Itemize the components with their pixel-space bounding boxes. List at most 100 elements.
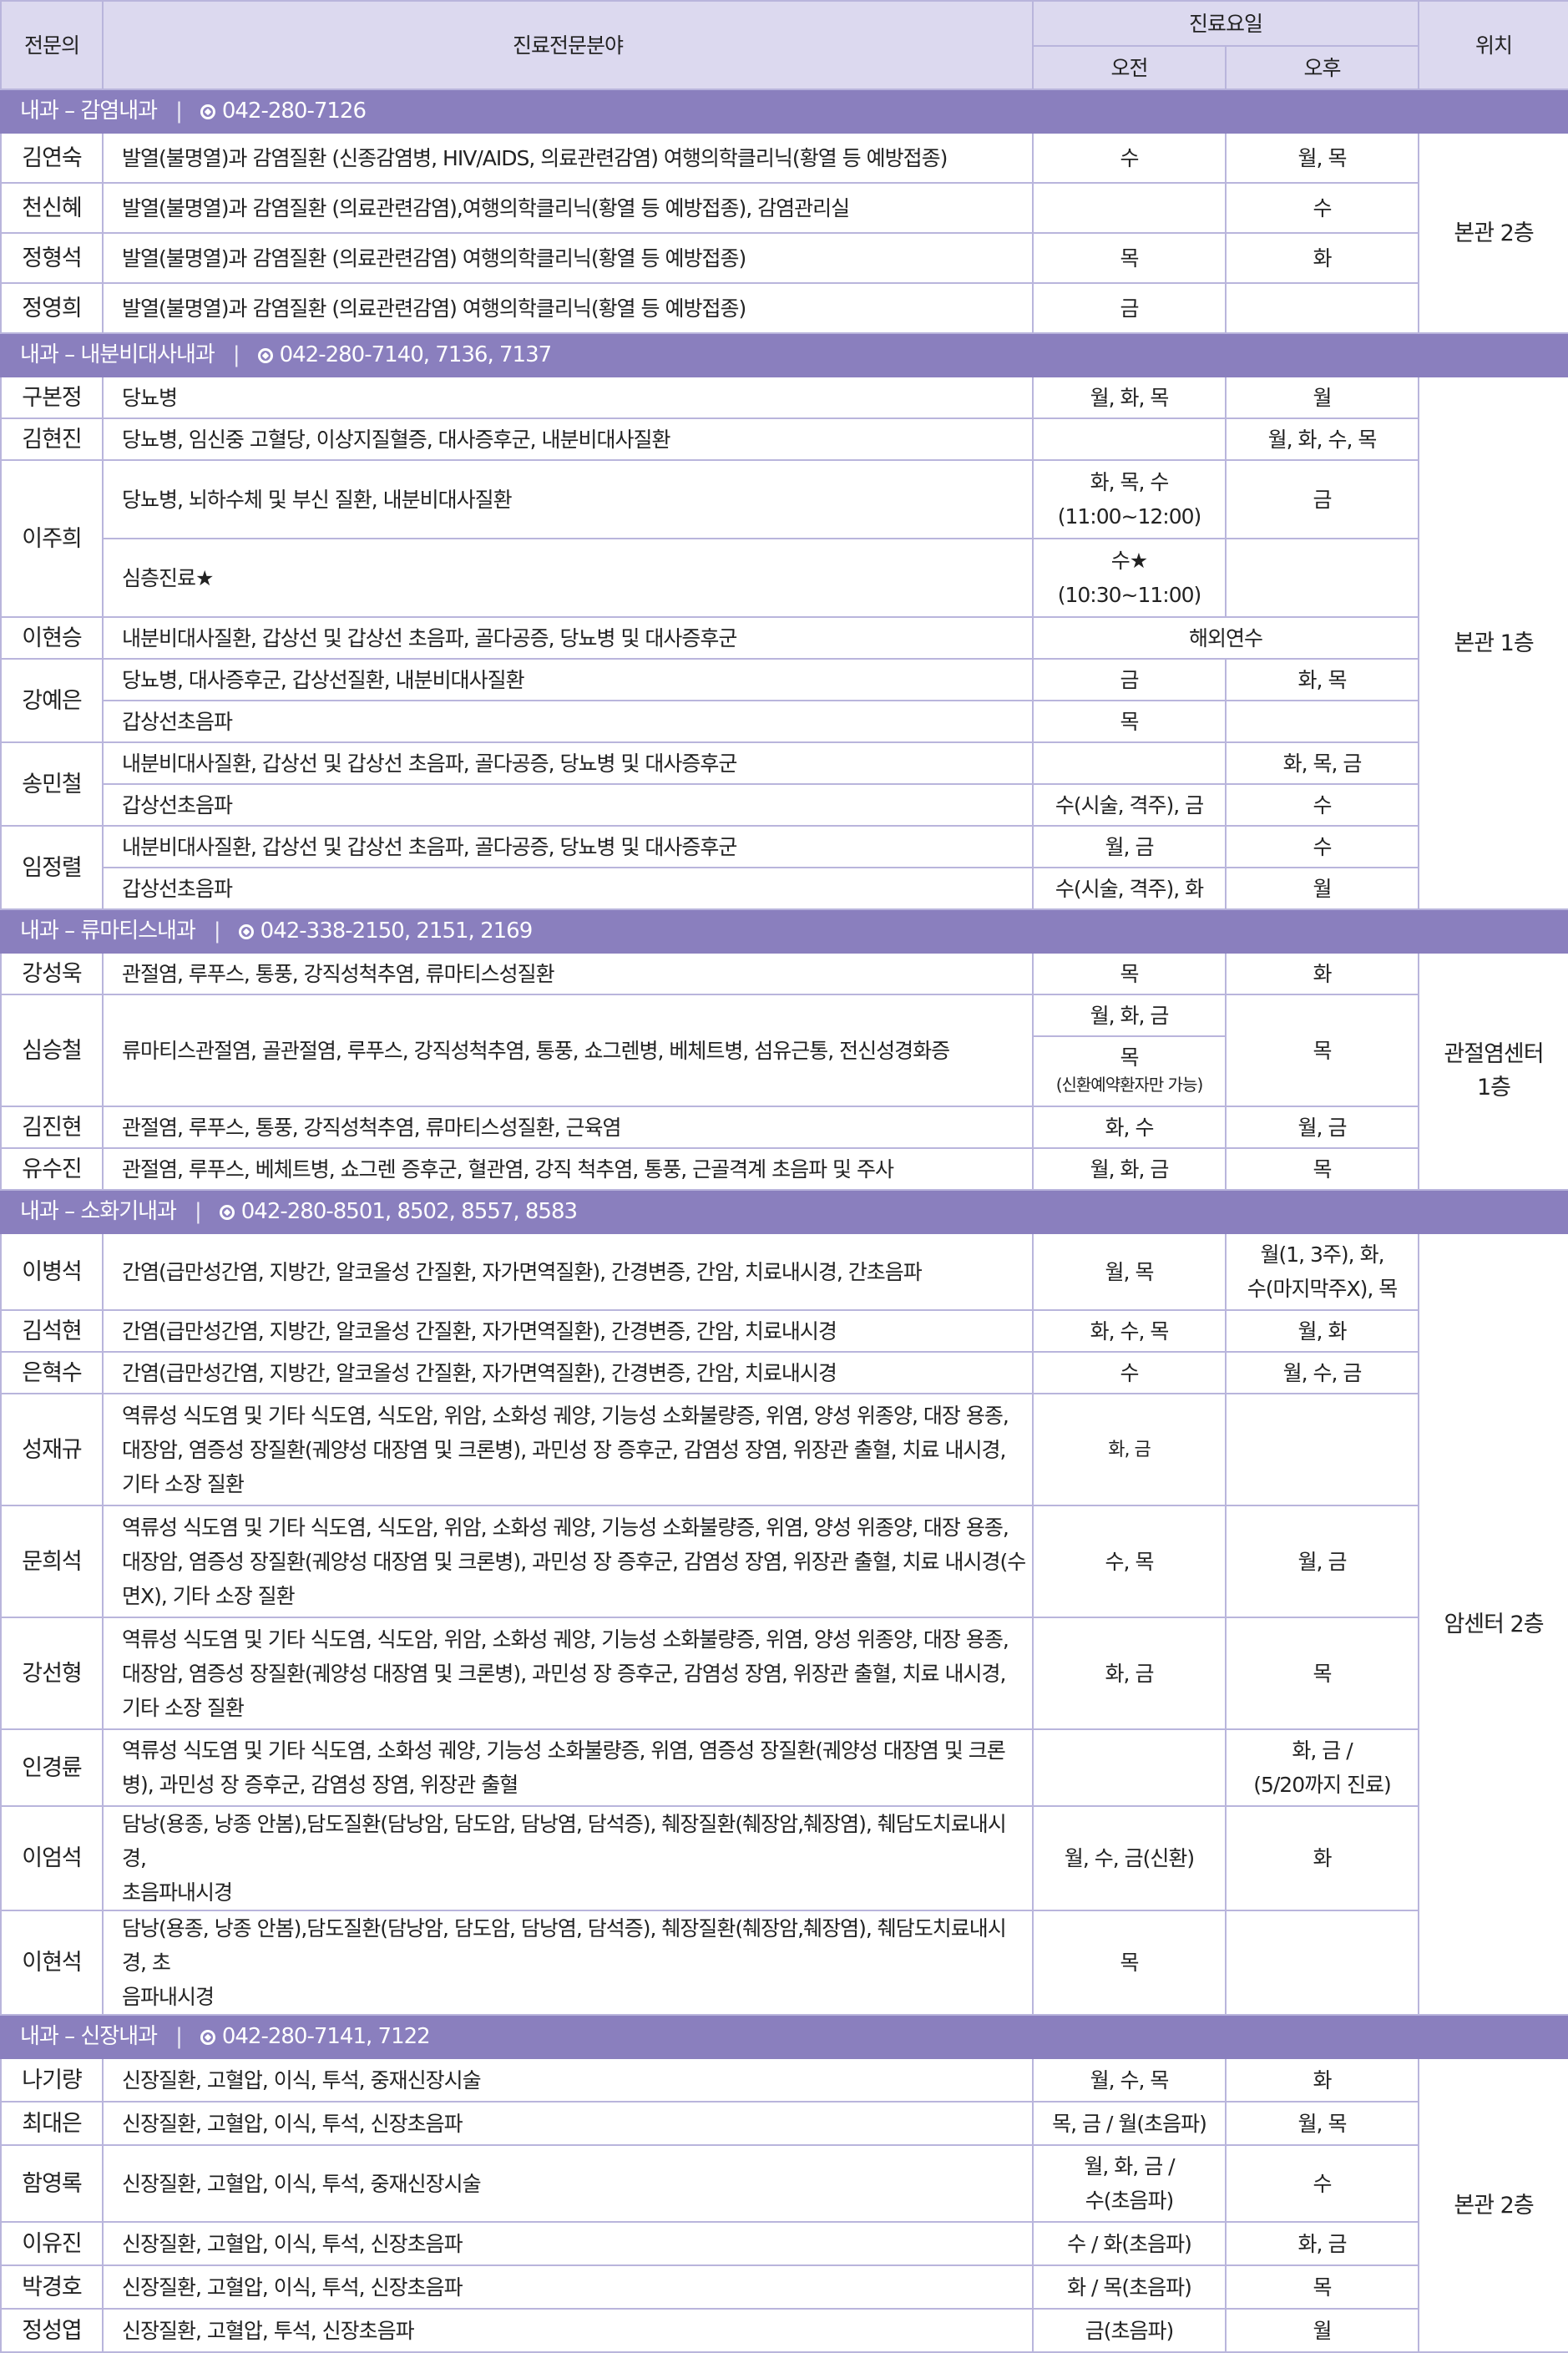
pm-days: 목 <box>1224 994 1420 1107</box>
table-row: 이주희 당뇨병, 뇌하수체 및 부신 질환, 내분비대사질환 화, 목, 수 (1… <box>0 459 1568 618</box>
specialty-line: 초음파내시경 <box>122 1880 233 1905</box>
pm-days: 화, 목 <box>1224 658 1420 701</box>
divider: | <box>213 918 221 944</box>
doctor-name: 강성욱 <box>0 952 104 995</box>
pm-days: 월 <box>1224 376 1420 419</box>
specialty: 간염(급만성간염, 지방간, 알코올성 간질환, 자가면역질환), 간경변증, … <box>102 1232 1034 1311</box>
pm-days: 월, 목 <box>1224 2101 1420 2146</box>
pm-days: 월 <box>1224 867 1420 910</box>
divider: | <box>232 342 240 367</box>
pm-days: 화, 금 / (5/20까지 진료) <box>1224 1728 1420 1807</box>
am-days: 월, 목 <box>1032 1232 1227 1311</box>
doctor-name: 은혁수 <box>0 1351 104 1394</box>
am-days: 목 <box>1032 232 1227 284</box>
doctor-name: 정성엽 <box>0 2308 104 2353</box>
table-row: 구본정 당뇨병 월, 화, 목 월 본관 1층 <box>0 376 1568 910</box>
doctor-name: 이현석 <box>0 1910 104 2016</box>
specialty: 발열(불명열)과 감염질환 (의료관련감염) 여행의학클리닉(황열 등 예방접종… <box>102 282 1034 334</box>
pm-days: 월, 금 <box>1224 1106 1420 1149</box>
specialty: 역류성 식도염 및 기타 식도염, 식도암, 위암, 소화성 궤양, 기능성 소… <box>102 1617 1034 1730</box>
section-phone: 042-280-7126 <box>221 98 367 124</box>
am-days: 수(시술, 격주), 금 <box>1032 783 1227 827</box>
doctor-name: 정형석 <box>0 232 104 284</box>
am-days <box>1032 182 1227 234</box>
table-row: 김현진 당뇨병, 임신중 고혈당, 이상지질혈증, 대사증후군, 내분비대사질환… <box>0 417 1568 461</box>
specialty: 관절염, 루푸스, 통풍, 강직성척추염, 류마티스성질환, 근육염 <box>102 1106 1034 1149</box>
specialty-line: 대장암, 염증성 장질환(궤양성 대장염 및 크론병), 과민성 장 증후군, … <box>122 1661 1006 1686</box>
table-row: 이현승 내분비대사질환, 갑상선 및 갑상선 초음파, 골다공증, 당뇨병 및 … <box>0 616 1568 660</box>
am-days: 화, 수, 목 <box>1032 1309 1227 1353</box>
pm-days: 수 <box>1224 2144 1420 2223</box>
table-row: 갑상선초음파 수(시술, 격주), 금 수 <box>1 783 1568 827</box>
table-row: 강선형 역류성 식도염 및 기타 식도염, 식도암, 위암, 소화성 궤양, 기… <box>0 1617 1568 1730</box>
section-header: 내과 – 내분비대사내과 | 042-280-7140, 7136, 7137 <box>0 332 1568 377</box>
specialty: 담낭(용종, 낭종 안봄),담도질환(담낭암, 담도암, 담낭염, 담석증), … <box>102 1910 1034 2016</box>
am-days-line: 수(초음파) <box>1085 2189 1175 2213</box>
location: 본관 1층 <box>1418 376 1568 910</box>
doctor-name: 송민철 <box>0 741 104 827</box>
specialty-line: 역류성 식도염 및 기타 식도염, 식도암, 위암, 소화성 궤양, 기능성 소… <box>122 1515 1009 1540</box>
section-header: 내과 – 류마티스내과 | 042-338-2150, 2151, 2169 <box>0 908 1568 954</box>
specialty: 발열(불명열)과 감염질환 (의료관련감염),여행의학클리닉(황열 등 예방접종… <box>102 182 1034 234</box>
pm-days-line: 화, 금 / <box>1292 1738 1353 1763</box>
table-row: 나기량 신장질환, 고혈압, 이식, 투석, 중재신장시술 월, 수, 목 화 … <box>0 2057 1568 2353</box>
specialty-line: 기타 소장 질환 <box>122 1471 245 1496</box>
table-row: 성재규 역류성 식도염 및 기타 식도염, 식도암, 위암, 소화성 궤양, 기… <box>0 1393 1568 1506</box>
table-row: 정영희 발열(불명열)과 감염질환 (의료관련감염) 여행의학클리닉(황열 등 … <box>0 282 1568 334</box>
specialty: 발열(불명열)과 감염질환 (의료관련감염) 여행의학클리닉(황열 등 예방접종… <box>102 232 1034 284</box>
doctor-name: 성재규 <box>0 1393 104 1506</box>
specialty: 신장질환, 고혈압, 이식, 투석, 중재신장시술 <box>102 2144 1034 2223</box>
header-days: 진료요일 <box>1031 0 1420 47</box>
am-days: 목 <box>1032 700 1227 743</box>
location: 본관 2층 <box>1418 132 1568 334</box>
specialty-line: 기타 소장 질환 <box>122 1695 245 1720</box>
am-days: 금 <box>1032 282 1227 334</box>
table-row: 이현석 담낭(용종, 낭종 안봄),담도질환(담낭암, 담도암, 담낭염, 담석… <box>0 1910 1568 2016</box>
pm-days: 월, 금 <box>1224 1505 1420 1618</box>
doctor-name: 천신혜 <box>0 182 104 234</box>
specialty: 발열(불명열)과 감염질환 (신종감염병, HIV/AIDS, 의료관련감염) … <box>102 132 1034 184</box>
specialty: 내분비대사질환, 갑상선 및 갑상선 초음파, 골다공증, 당뇨병 및 대사증후… <box>102 825 1034 868</box>
doctor-name: 이주희 <box>0 459 104 618</box>
table-row: 문희석 역류성 식도염 및 기타 식도염, 식도암, 위암, 소화성 궤양, 기… <box>0 1505 1568 1618</box>
specialty: 관절염, 루푸스, 베체트병, 쇼그렌 증후군, 혈관염, 강직 척추염, 통풍… <box>102 1147 1034 1191</box>
table-row: 최대은 신장질환, 고혈압, 이식, 투석, 신장초음파 목, 금 / 월(초음… <box>0 2101 1568 2146</box>
am-days-note: (신환예약환자만 가능) <box>1055 1075 1204 1095</box>
pm-days: 수 <box>1224 825 1420 868</box>
doctor-name: 인경륜 <box>0 1728 104 1807</box>
section-header: 내과 – 소화기내과 | 042-280-8501, 8502, 8557, 858… <box>0 1189 1568 1234</box>
specialty: 당뇨병 <box>102 376 1034 419</box>
section-name: 내과 – 류마티스내과 <box>20 918 196 944</box>
divider: | <box>194 1198 202 1224</box>
pm-days-line: 월(1, 3주), 화, <box>1260 1242 1384 1267</box>
table-row: 심층진료★ 수★ (10:30~11:00) <box>1 538 1568 618</box>
header-doctor: 전문의 <box>0 0 104 90</box>
am-days: 수 <box>1032 1351 1227 1394</box>
am-days: 월, 금 <box>1032 825 1227 868</box>
table-row: 함영록 신장질환, 고혈압, 이식, 투석, 중재신장시술 월, 화, 금 / 수… <box>0 2144 1568 2223</box>
header-location: 위치 <box>1418 0 1568 90</box>
am-days: 월, 수, 금(신환) <box>1032 1805 1227 1911</box>
phone-icon <box>200 104 215 119</box>
table-row: 김연숙 발열(불명열)과 감염질환 (신종감염병, HIV/AIDS, 의료관련… <box>0 132 1568 334</box>
am-days: 수★ (10:30~11:00) <box>1032 538 1227 618</box>
section-header: 내과 – 신장내과 | 042-280-7141, 7122 <box>0 2014 1568 2059</box>
am-days: 수, 목 <box>1032 1505 1227 1618</box>
am-days: 화, 수 <box>1032 1106 1227 1149</box>
am-days: 금(초음파) <box>1032 2308 1227 2353</box>
am-days: 수(시술, 격주), 화 <box>1032 867 1227 910</box>
doctor-name: 함영록 <box>0 2144 104 2223</box>
table-row: 갑상선초음파 목 <box>1 700 1568 743</box>
specialty: 당뇨병, 뇌하수체 및 부신 질환, 내분비대사질환 <box>102 459 1034 539</box>
table-row: 박경호 신장질환, 고혈압, 이식, 투석, 신장초음파 화 / 목(초음파) … <box>0 2264 1568 2310</box>
doctor-name: 정영희 <box>0 282 104 334</box>
pm-days: 월(1, 3주), 화, 수(마지막주X), 목 <box>1224 1232 1420 1311</box>
pm-days <box>1224 538 1420 618</box>
doctor-name: 이병석 <box>0 1232 104 1311</box>
specialty: 갑상선초음파 <box>102 867 1034 910</box>
pm-days: 월, 수, 금 <box>1224 1351 1420 1394</box>
table-row: 김진현 관절염, 루푸스, 통풍, 강직성척추염, 류마티스성질환, 근육염 화… <box>0 1106 1568 1149</box>
am-days: 월, 화, 금 / 수(초음파) <box>1032 2144 1227 2223</box>
pm-days: 화 <box>1224 232 1420 284</box>
